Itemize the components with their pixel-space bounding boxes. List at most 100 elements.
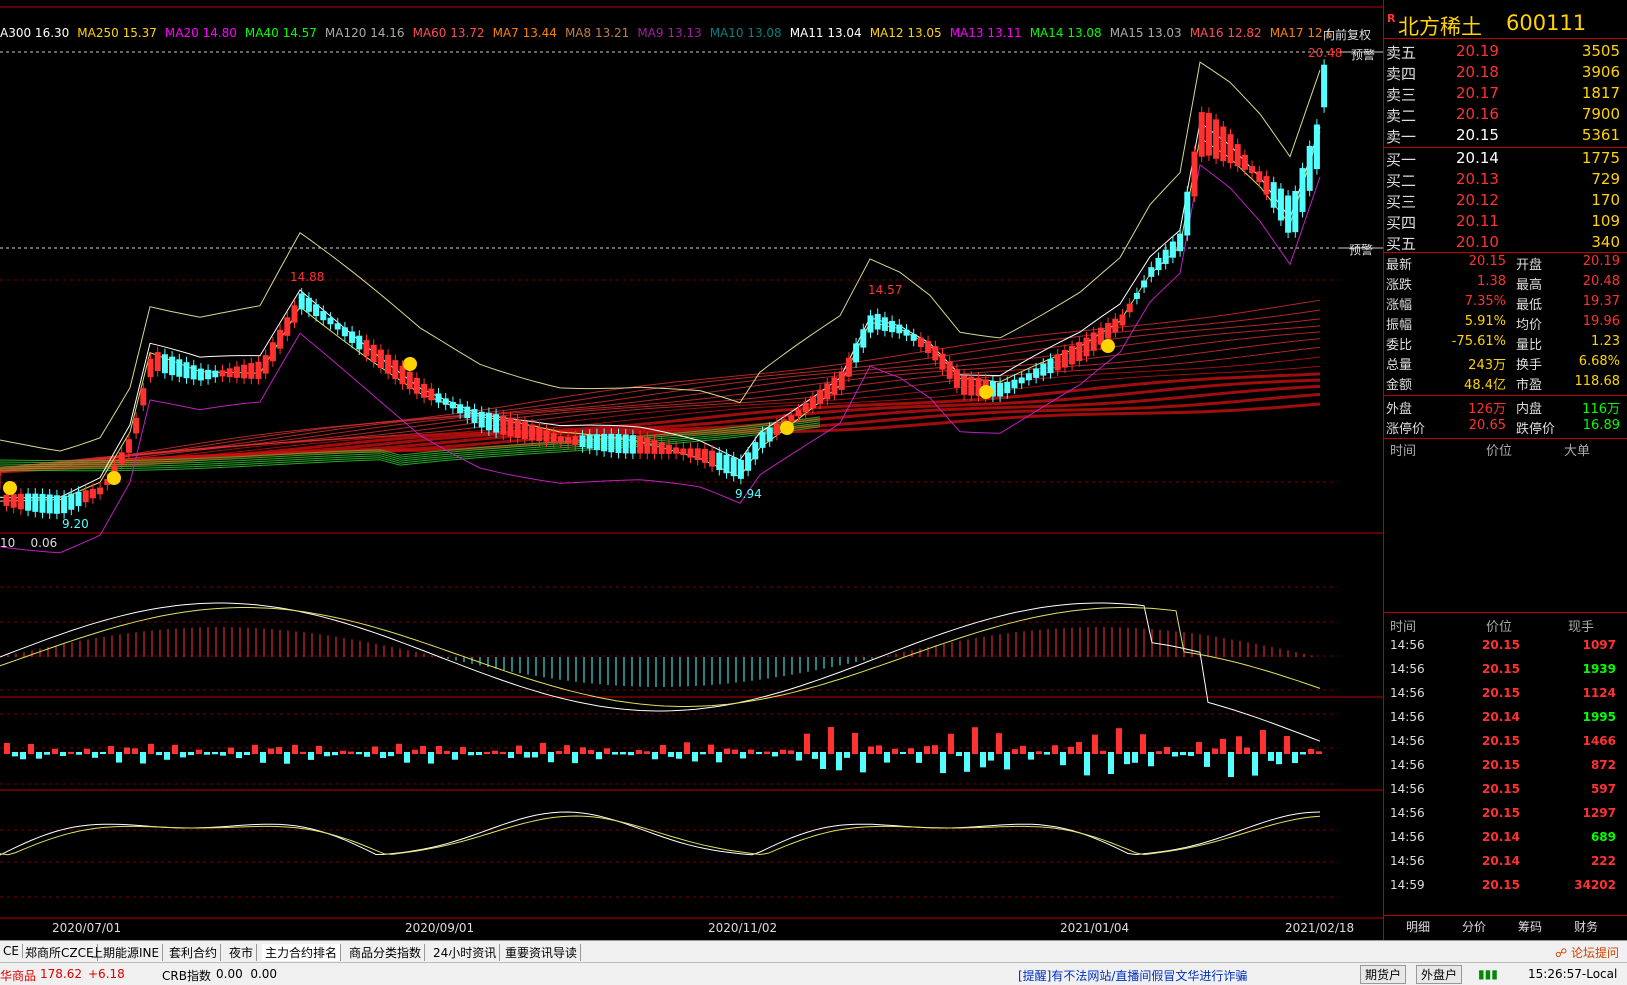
tick-price: 20.15 <box>1482 878 1520 892</box>
flow-bar <box>148 743 154 754</box>
tab-price-dist[interactable]: 分价 <box>1462 920 1487 934</box>
bid-level[interactable]: 买二 20.13 729 <box>1384 170 1627 190</box>
tick-row[interactable]: 14:56 20.15 1097 <box>1384 638 1627 660</box>
tab-ine[interactable]: 上期能源INE <box>88 944 164 961</box>
tick-price: 20.15 <box>1482 806 1520 820</box>
index-change: +6.18 <box>88 967 125 981</box>
flow-bar <box>884 752 890 763</box>
ask-level[interactable]: 卖一 20.15 5361 <box>1384 126 1627 146</box>
bid-level[interactable]: 买五 20.10 340 <box>1384 233 1627 253</box>
forum-link[interactable]: ☍ 论坛提问 <box>1555 946 1619 960</box>
tick-time: 14:56 <box>1390 638 1425 652</box>
tick-row[interactable]: 14:56 20.15 1124 <box>1384 686 1627 708</box>
candle-body <box>413 377 420 394</box>
foreign-account-button[interactable]: 外盘户 <box>1416 965 1463 984</box>
flow-bar <box>364 752 370 757</box>
stat-value: 19.37 <box>1582 294 1620 309</box>
flow-bar <box>532 752 538 758</box>
tick-row[interactable]: 14:56 20.15 1297 <box>1384 806 1627 828</box>
tick-row[interactable]: 14:59 20.15 34202 <box>1384 878 1627 900</box>
warning-line-label-top[interactable]: 预警 <box>1351 48 1376 62</box>
stock-code[interactable]: 600111 <box>1506 11 1587 35</box>
stock-name[interactable]: 北方稀土 <box>1398 15 1482 39</box>
stock-title-bar: R 北方稀土 600111 <box>1384 8 1627 39</box>
flow-bar <box>100 752 106 755</box>
smiley-icon <box>403 357 417 371</box>
tick-row[interactable]: 14:56 20.15 1939 <box>1384 662 1627 684</box>
level-price: 20.17 <box>1456 84 1499 102</box>
candle-body <box>1105 323 1112 339</box>
candle-body <box>1306 145 1313 191</box>
candle-body <box>1285 195 1292 233</box>
flow-bar <box>132 748 138 754</box>
ask-level[interactable]: 卖四 20.18 3906 <box>1384 63 1627 83</box>
candle-body <box>1177 233 1184 252</box>
candle-body <box>752 442 759 460</box>
candle-body <box>169 356 176 376</box>
tick-row[interactable]: 14:56 20.14 689 <box>1384 830 1627 852</box>
candle-body <box>1054 354 1061 371</box>
tick-volume: 1097 <box>1582 638 1616 652</box>
tick-row[interactable]: 14:56 20.14 1995 <box>1384 710 1627 732</box>
candle-body <box>997 382 1004 397</box>
flow-bar <box>436 746 442 754</box>
tab-detail[interactable]: 明细 <box>1406 920 1431 934</box>
tab-commodity-index[interactable]: 商品分类指数 <box>346 944 426 961</box>
stat-value: -75.61% <box>1451 334 1506 349</box>
candle-body <box>140 388 147 406</box>
tab-finance[interactable]: 财务 <box>1574 920 1599 934</box>
candle-body <box>1256 171 1263 183</box>
smiley-icon <box>3 481 17 495</box>
tick-price: 20.15 <box>1482 782 1520 796</box>
kline-chart-area[interactable]: A300 16.30 MA250 15.37 MA20 14.80 MA40 14.5… <box>0 0 1383 940</box>
flow-bar <box>44 752 50 755</box>
candle-body <box>1141 280 1148 288</box>
ask-level[interactable]: 卖二 20.16 7900 <box>1384 105 1627 125</box>
chart-canvas[interactable] <box>0 0 1383 940</box>
ask-level[interactable]: 卖五 20.19 3505 <box>1384 42 1627 62</box>
stat-row: 最新 20.15 开盘 20.19 <box>1384 254 1627 274</box>
warning-line-label-bottom[interactable]: 预警 <box>1349 243 1374 257</box>
candle-body <box>226 368 233 378</box>
ma-legend-item: MA20 14.80 <box>164 26 237 40</box>
flow-bar <box>404 752 410 763</box>
level-volume: 3906 <box>1581 63 1620 81</box>
bid-level[interactable]: 买一 20.14 1775 <box>1384 149 1627 169</box>
level-label: 卖四 <box>1386 65 1417 83</box>
flow-bar <box>1188 752 1194 756</box>
tab-key-news[interactable]: 重要资讯导读 <box>502 944 582 961</box>
smiley-icon <box>780 421 794 435</box>
ma-legend-item: MA60 13.72 <box>412 26 485 40</box>
tab-czce[interactable]: 郑商所CZCE <box>22 944 98 961</box>
x-date-label: 2021/02/18 <box>1285 921 1355 935</box>
tab-chips[interactable]: 筹码 <box>1518 920 1543 934</box>
ask-level[interactable]: 卖三 20.17 1817 <box>1384 84 1627 104</box>
candle-body <box>133 417 140 434</box>
tab-arbitrage[interactable]: 套利合约 <box>166 944 222 961</box>
candle-body <box>773 423 780 435</box>
bid-level[interactable]: 买三 20.12 170 <box>1384 191 1627 211</box>
quote-panel: R 北方稀土 600111 卖五 20.19 3505 卖四 20.18 3906 卖三 20… <box>1383 0 1627 940</box>
tick-row[interactable]: 14:56 20.15 597 <box>1384 782 1627 804</box>
restore-adjust-button[interactable]: 向前复权 <box>1323 28 1372 42</box>
flow-bar <box>1164 746 1170 754</box>
tab-night[interactable]: 夜市 <box>226 944 258 961</box>
tick-row[interactable]: 14:56 20.15 1466 <box>1384 734 1627 756</box>
level-volume: 3505 <box>1581 42 1620 60</box>
tab-main-contract-rank[interactable]: 主力合约排名 <box>262 944 342 961</box>
tab-market[interactable]: CE <box>0 944 23 958</box>
notice-text[interactable]: [提醒]有不法网站/直播间假冒文华进行诈骗 <box>1018 969 1248 983</box>
bid-level[interactable]: 买四 20.11 109 <box>1384 212 1627 232</box>
tab-24h-news[interactable]: 24小时资讯 <box>430 944 501 961</box>
flow-bar <box>484 751 490 754</box>
flow-bar <box>388 752 394 757</box>
futures-account-button[interactable]: 期货户 <box>1360 965 1407 984</box>
flow-bar <box>908 748 914 754</box>
tick-row[interactable]: 14:56 20.14 222 <box>1384 854 1627 876</box>
candle-body <box>968 376 975 396</box>
stat-label: 内盘 <box>1516 402 1543 417</box>
flow-bar <box>1044 752 1050 755</box>
stat-row: 外盘 126万 内盘 116万 <box>1384 398 1627 418</box>
flow-bar <box>20 752 26 760</box>
tick-row[interactable]: 14:56 20.15 872 <box>1384 758 1627 780</box>
